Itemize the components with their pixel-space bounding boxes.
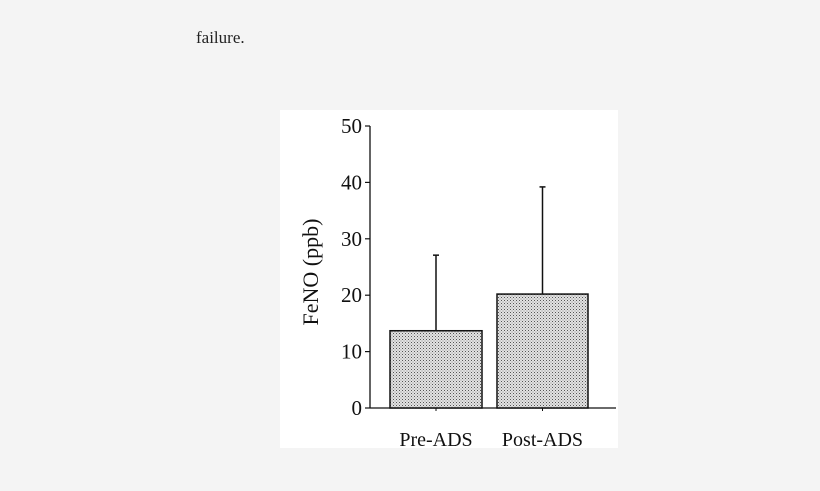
y-tick-label-30: 30: [341, 227, 362, 251]
y-tick-label-50: 50: [341, 114, 362, 138]
caption-clip: failure.: [196, 0, 316, 46]
x-tick-label-1: Post-ADS: [502, 429, 583, 451]
bar-post-ads: [496, 293, 589, 409]
x-tick-label-0: Pre-ADS: [399, 429, 472, 451]
y-tick-label-0: 0: [352, 396, 363, 420]
bar-pre-ads: [389, 329, 483, 409]
y-axis-label: FeNO (ppb): [298, 219, 323, 326]
y-tick-label-20: 20: [341, 283, 362, 307]
y-tick-label-40: 40: [341, 170, 362, 194]
y-tick-label-10: 10: [341, 340, 362, 364]
caption-fragment: failure.: [196, 28, 245, 46]
